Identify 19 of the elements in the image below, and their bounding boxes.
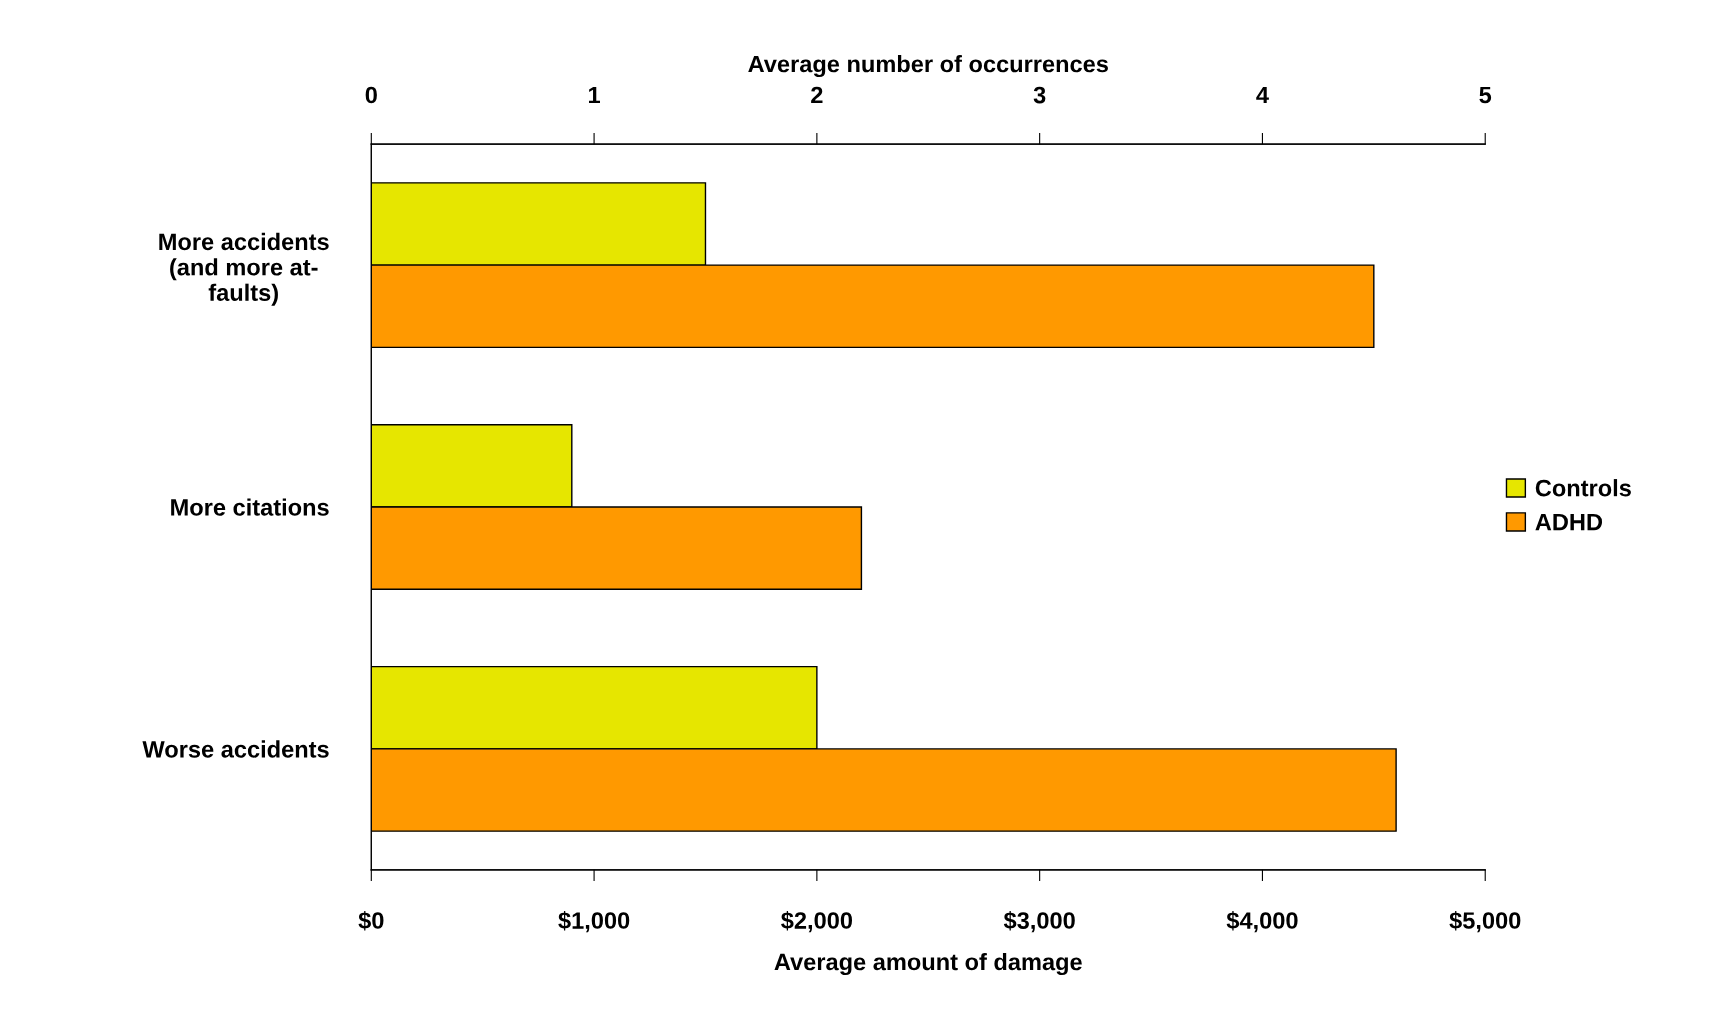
x-tick-label: $0 xyxy=(358,911,384,931)
legend-label: ADHD xyxy=(1535,513,1603,531)
x2-tick-label: 1 xyxy=(589,86,600,104)
x-tick-label: $1,000 xyxy=(558,911,630,933)
y-tick-label: More accidents (and more at- faults) xyxy=(159,232,329,306)
x2-tick-label: 4 xyxy=(1256,86,1269,104)
x2-tick-label: 2 xyxy=(811,86,823,104)
y-tick-label: More citations xyxy=(171,498,329,516)
x-tick-label: $5,000 xyxy=(1449,911,1521,933)
x-axis-title: Average amount of damage xyxy=(774,952,1082,976)
x2-axis-title: Average number of occurrences xyxy=(748,55,1108,78)
x-tick-label: $2,000 xyxy=(781,911,853,933)
x2-tick-label: 5 xyxy=(1479,86,1492,104)
legend-label: Controls xyxy=(1535,479,1631,497)
x2-tick-label: 0 xyxy=(365,86,377,104)
x-tick-label: $3,000 xyxy=(1003,911,1075,933)
x2-tick-label: 3 xyxy=(1033,86,1046,104)
x-tick-label: $4,000 xyxy=(1226,911,1298,933)
y-tick-label: Worse accidents xyxy=(142,740,329,758)
